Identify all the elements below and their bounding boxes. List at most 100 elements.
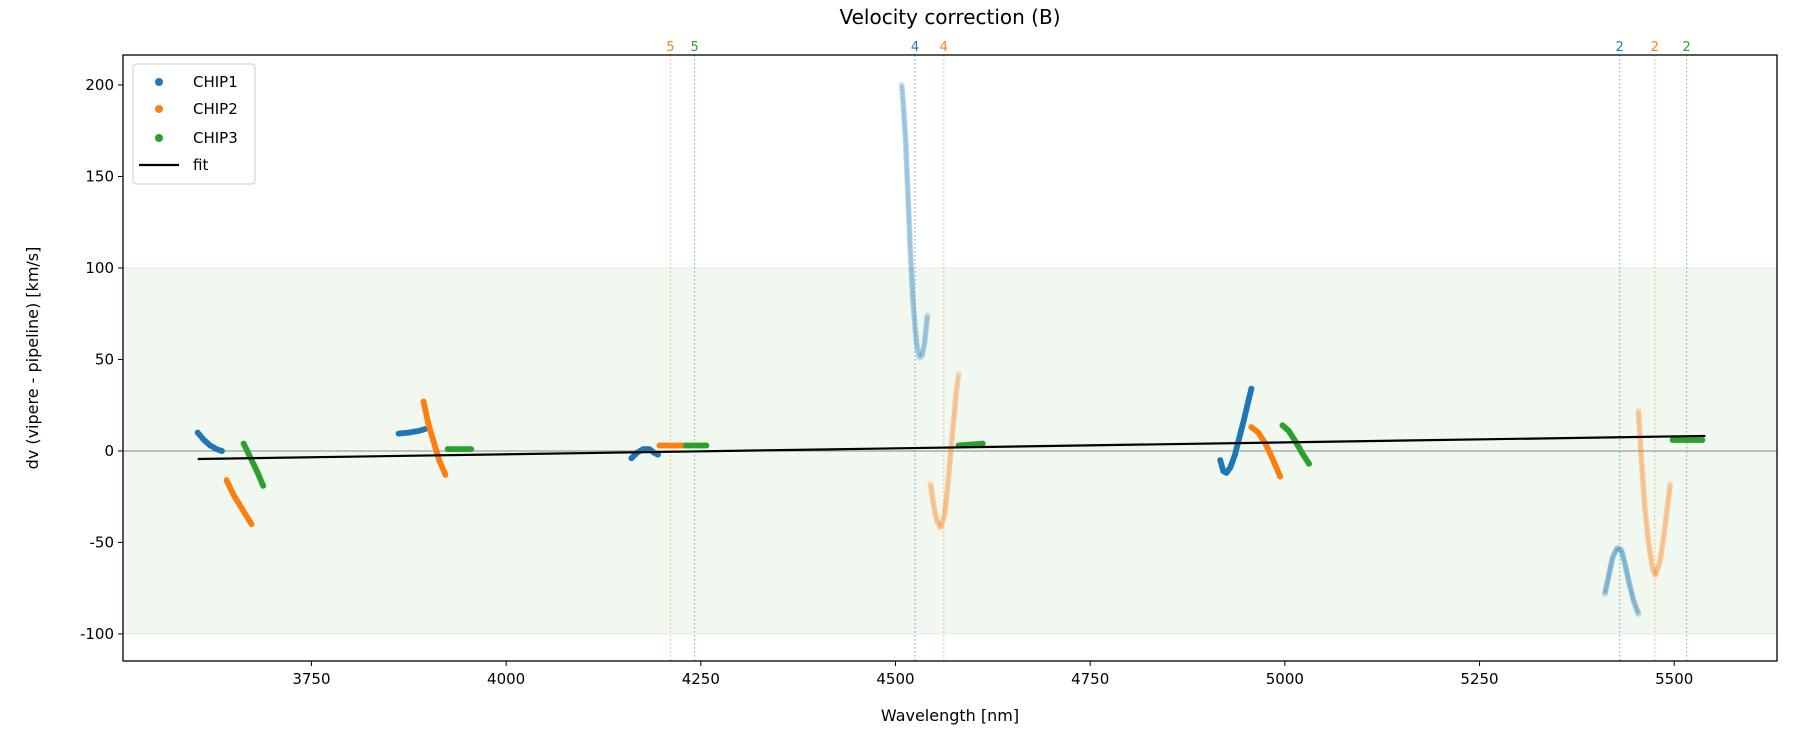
data-point-chip2: [1635, 416, 1642, 423]
data-point-chip3: [1305, 460, 1312, 467]
data-point-chip2: [952, 402, 959, 409]
y-tick-label: 50: [95, 350, 114, 368]
data-point-chip1: [1606, 570, 1613, 577]
data-point-chip2: [1657, 555, 1664, 562]
data-point-chip2: [1645, 539, 1652, 546]
data-point-chip1: [909, 283, 916, 290]
x-axis-label: Wavelength [nm]: [881, 706, 1019, 725]
data-point-chip2: [1644, 530, 1651, 537]
data-point-chip2: [1638, 454, 1645, 461]
data-point-chip2: [945, 475, 952, 482]
data-point-chip2: [1666, 489, 1673, 496]
data-point-chip2: [1647, 554, 1654, 561]
data-point-chip1: [1611, 550, 1618, 557]
data-point-chip1: [898, 84, 905, 91]
data-point-chip1: [1629, 593, 1636, 600]
data-point-chip2: [1637, 439, 1644, 446]
data-point-chip2: [945, 471, 952, 478]
data-point-chip1: [904, 187, 911, 194]
data-point-chip2: [1662, 518, 1669, 525]
data-point-chip2: [1645, 535, 1652, 542]
order-marker-label: 5: [690, 40, 698, 55]
data-point-chip2: [929, 496, 936, 503]
data-point-chip2: [940, 516, 947, 523]
legend-label: CHIP1: [193, 73, 238, 91]
data-point-chip1: [905, 204, 912, 211]
data-point-chip2: [952, 400, 959, 407]
data-point-chip1: [908, 268, 915, 275]
data-point-chip1: [1605, 574, 1612, 581]
data-point-chip1: [923, 319, 930, 326]
data-point-chip2: [1641, 504, 1648, 511]
data-point-chip1: [1603, 584, 1610, 591]
data-point-chip1: [1622, 563, 1629, 570]
data-point-chip2: [1646, 547, 1653, 554]
data-point-chip1: [902, 134, 909, 141]
data-point-chip1: [909, 296, 916, 303]
data-point-chip1: [1630, 597, 1637, 604]
data-point-chip2: [1635, 411, 1642, 418]
data-point-chip2: [953, 384, 960, 391]
data-point-chip1: [1633, 606, 1640, 613]
data-point-chip1: [1602, 586, 1609, 593]
data-point-chip2: [1639, 465, 1646, 472]
data-point-chip1: [912, 332, 919, 339]
data-point-chip1: [901, 117, 908, 124]
data-point-chip1: [1605, 572, 1612, 579]
data-point-chip1: [909, 292, 916, 299]
data-point-chip2: [1664, 500, 1671, 507]
data-point-chip2: [944, 488, 951, 495]
data-point-chip2: [945, 480, 952, 487]
data-point-chip2: [1636, 422, 1643, 429]
ticks-layer: 3750 4000 4250 4500 4750 5000 5250 5500 -100 -50 0…: [80, 76, 1693, 688]
data-point-chip2: [1636, 429, 1643, 436]
data-point-chip1: [906, 222, 913, 229]
data-point-chip1: [1618, 546, 1625, 553]
data-point-chip2: [1653, 568, 1660, 575]
data-point-chip2: [1637, 444, 1644, 451]
data-point-chip1: [1606, 568, 1613, 575]
data-point-chip2: [931, 504, 938, 511]
data-point-chip1: [898, 82, 905, 89]
data-point-chip1: [904, 172, 911, 179]
data-point-chip2: [1638, 450, 1645, 457]
data-point-chip1: [1607, 566, 1614, 573]
data-point-chip1: [901, 113, 908, 120]
x-tick-label: 4250: [682, 670, 720, 688]
data-point-chip2: [1642, 513, 1649, 520]
data-point-chip1: [902, 141, 909, 148]
data-point-chip1: [914, 345, 921, 352]
data-point-chip1: [908, 274, 915, 281]
data-point-chip2: [1656, 559, 1663, 566]
data-point-chip2: [1639, 474, 1646, 481]
data-point-chip1: [905, 207, 912, 214]
data-point-chip1: [899, 88, 906, 95]
data-point-chip2: [1645, 537, 1652, 544]
data-point-chip2: [930, 498, 937, 505]
data-point-chip3: [468, 446, 475, 453]
data-point-chip2: [942, 507, 949, 514]
data-point-chip1: [1628, 587, 1635, 594]
data-point-chip2: [1654, 566, 1661, 573]
data-point-chip1: [913, 341, 920, 348]
data-point-chip2: [1660, 533, 1667, 540]
data-point-chip2: [1658, 548, 1665, 555]
data-point-chip2: [946, 467, 953, 474]
data-point-chip2: [1659, 540, 1666, 547]
data-point-chip1: [924, 312, 931, 319]
data-point-chip1: [921, 337, 928, 344]
data-point-chip1: [1624, 573, 1631, 580]
data-point-chip2: [1644, 526, 1651, 533]
legend-label: CHIP3: [193, 129, 238, 147]
data-point-chip2: [1638, 457, 1645, 464]
data-point-chip1: [1607, 564, 1614, 571]
data-point-chip2: [955, 371, 962, 378]
data-point-chip1: [906, 231, 913, 238]
data-point-chip2: [1661, 524, 1668, 531]
x-tick-label: 4000: [487, 670, 525, 688]
data-point-chip1: [904, 183, 911, 190]
data-point-chip2: [943, 492, 950, 499]
data-point-chip3: [979, 440, 986, 447]
data-point-chip2: [953, 391, 960, 398]
data-point-chip1: [1623, 569, 1630, 576]
